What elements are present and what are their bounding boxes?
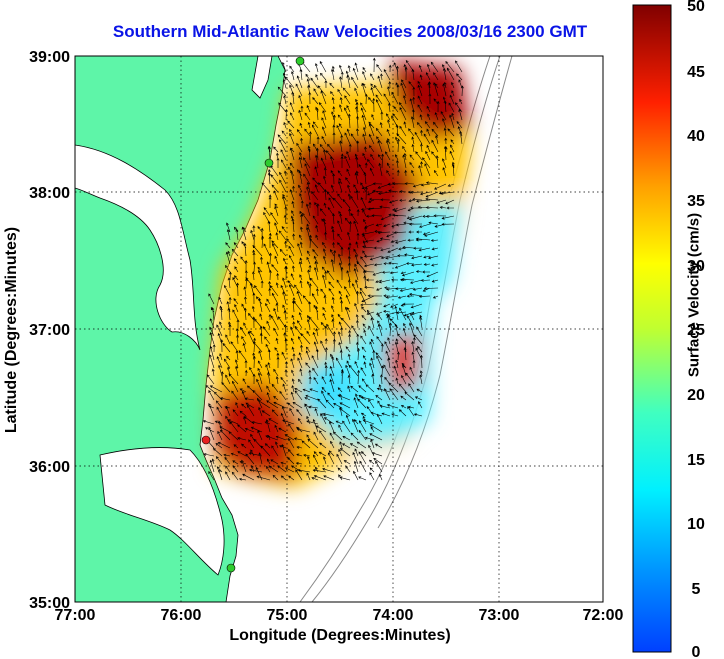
- chesapeake-bay: [75, 144, 201, 351]
- pamlico-sound: [99, 447, 225, 576]
- velocity-field: [212, 60, 470, 488]
- station-marker: [295, 56, 305, 66]
- station-marker: [264, 158, 274, 168]
- chart-title: Southern Mid-Atlantic Raw Velocities 200…: [112, 22, 588, 41]
- colorbar-tick-label: 5: [692, 581, 701, 598]
- colorbar-tick-label: 45: [687, 64, 705, 81]
- colorbar-ticks: 50 45 40 35 30 25 20 15 10 5 0: [687, 0, 705, 659]
- station-marker: [201, 435, 211, 445]
- grid-lines: [75, 56, 603, 602]
- colorbar-tick-label: 15: [687, 452, 705, 469]
- y-tick-label: 37:00: [29, 322, 70, 339]
- y-tick-label: 36:00: [29, 459, 70, 476]
- colorbar-tick-label: 20: [687, 387, 705, 404]
- y-tick-label: 35:00: [29, 595, 70, 612]
- y-ticks: 39:00 38:00 37:00 36:00 35:00: [29, 49, 70, 612]
- colorbar-tick-label: 50: [687, 0, 705, 15]
- x-tick-label: 74:00: [373, 607, 414, 624]
- colorbar: [632, 4, 672, 653]
- x-tick-label: 77:00: [55, 607, 96, 624]
- x-axis-label: Longitude (Degrees:Minutes): [229, 627, 450, 644]
- delaware-bay: [251, 56, 273, 99]
- velocity-arrow-set: [202, 57, 464, 481]
- x-ticks: 77:00 76:00 75:00 74:00 73:00 72:00: [55, 607, 624, 624]
- colorbar-label: Surface Velocity (cm/s): [685, 212, 703, 378]
- x-tick-label: 76:00: [161, 607, 202, 624]
- station-markers: [201, 56, 305, 573]
- x-tick-label: 73:00: [479, 607, 520, 624]
- x-tick-label: 72:00: [583, 607, 624, 624]
- colorbar-tick-label: 35: [687, 193, 705, 210]
- y-tick-label: 39:00: [29, 49, 70, 66]
- y-tick-label: 38:00: [29, 185, 70, 202]
- velocity-arrows: [202, 57, 464, 481]
- x-tick-label: 75:00: [267, 607, 308, 624]
- y-axis-label: Latitude (Degrees:Minutes): [3, 227, 20, 433]
- colorbar-tick-label: 40: [687, 128, 705, 145]
- colorbar-tick-label: 25: [687, 322, 705, 339]
- colorbar-tick-label: 0: [692, 644, 701, 659]
- colorbar-tick-label: 10: [687, 516, 705, 533]
- colorbar-tick-label: 30: [687, 258, 705, 275]
- station-marker: [226, 563, 236, 573]
